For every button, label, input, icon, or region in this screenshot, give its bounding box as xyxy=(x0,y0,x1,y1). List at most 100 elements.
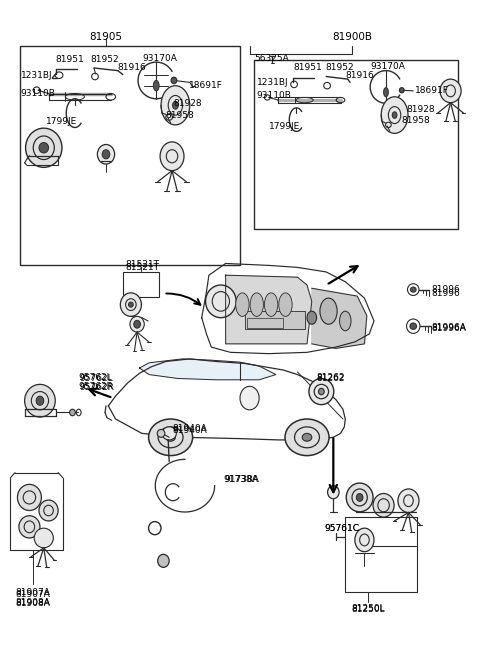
Ellipse shape xyxy=(149,419,192,456)
Ellipse shape xyxy=(134,320,141,328)
Text: 81907A: 81907A xyxy=(16,588,51,597)
Text: 81996: 81996 xyxy=(432,289,460,298)
Ellipse shape xyxy=(410,287,416,292)
Ellipse shape xyxy=(36,396,44,405)
Text: 81908A: 81908A xyxy=(16,598,51,607)
Ellipse shape xyxy=(302,434,312,441)
Ellipse shape xyxy=(172,102,178,109)
Ellipse shape xyxy=(279,293,292,316)
Ellipse shape xyxy=(264,293,278,316)
Ellipse shape xyxy=(154,81,159,91)
Ellipse shape xyxy=(129,302,133,307)
Ellipse shape xyxy=(250,293,264,316)
Text: 91738A: 91738A xyxy=(223,475,258,483)
Ellipse shape xyxy=(70,409,75,416)
Ellipse shape xyxy=(307,311,317,324)
Ellipse shape xyxy=(355,528,374,552)
Text: 81262: 81262 xyxy=(317,373,345,382)
Text: 81905: 81905 xyxy=(89,31,122,42)
Ellipse shape xyxy=(392,112,397,119)
Text: 95762R: 95762R xyxy=(80,383,115,392)
Ellipse shape xyxy=(34,528,53,548)
Text: 81958: 81958 xyxy=(402,117,431,126)
Text: 81521T: 81521T xyxy=(125,263,159,272)
Ellipse shape xyxy=(285,419,329,456)
Text: 1799JE: 1799JE xyxy=(269,122,300,131)
Text: 81521T: 81521T xyxy=(125,260,159,269)
Text: 81928: 81928 xyxy=(173,99,202,108)
Ellipse shape xyxy=(162,427,176,440)
Text: 95762L: 95762L xyxy=(79,373,112,382)
Ellipse shape xyxy=(410,323,417,329)
Text: 81951: 81951 xyxy=(56,55,84,64)
Text: 93170A: 93170A xyxy=(371,62,406,71)
Ellipse shape xyxy=(346,483,373,512)
Text: 81250L: 81250L xyxy=(351,605,385,614)
Text: 56325A: 56325A xyxy=(254,54,289,63)
Text: 18691F: 18691F xyxy=(189,81,223,90)
Ellipse shape xyxy=(205,285,236,318)
Ellipse shape xyxy=(19,515,40,538)
Ellipse shape xyxy=(39,500,58,521)
Ellipse shape xyxy=(120,293,142,316)
Ellipse shape xyxy=(166,434,175,441)
Ellipse shape xyxy=(373,493,394,517)
Polygon shape xyxy=(140,359,276,380)
Ellipse shape xyxy=(157,554,169,567)
Text: 81952: 81952 xyxy=(325,63,354,72)
Text: 81908A: 81908A xyxy=(16,599,51,608)
Text: 81996: 81996 xyxy=(432,285,460,294)
Ellipse shape xyxy=(102,150,110,159)
Text: 81951: 81951 xyxy=(294,63,323,72)
Text: 18691F: 18691F xyxy=(415,86,449,96)
Polygon shape xyxy=(312,288,367,348)
Ellipse shape xyxy=(17,484,41,510)
Text: 81996A: 81996A xyxy=(432,324,466,333)
Ellipse shape xyxy=(160,142,184,171)
Text: 95762R: 95762R xyxy=(79,382,114,391)
Ellipse shape xyxy=(356,493,363,501)
Ellipse shape xyxy=(240,386,259,410)
Ellipse shape xyxy=(39,143,48,153)
Text: 81262: 81262 xyxy=(317,374,345,383)
Text: 81916: 81916 xyxy=(117,63,146,72)
Ellipse shape xyxy=(161,86,190,125)
Ellipse shape xyxy=(399,88,404,93)
Ellipse shape xyxy=(339,311,351,331)
Ellipse shape xyxy=(319,388,324,395)
Text: 81928: 81928 xyxy=(407,105,435,115)
Text: 95761C: 95761C xyxy=(324,524,360,533)
Ellipse shape xyxy=(130,316,144,332)
Ellipse shape xyxy=(384,88,388,97)
Polygon shape xyxy=(226,275,312,344)
Ellipse shape xyxy=(236,293,249,316)
Text: 81907A: 81907A xyxy=(16,590,51,599)
Text: 1799JE: 1799JE xyxy=(46,117,77,126)
Ellipse shape xyxy=(440,79,461,103)
Ellipse shape xyxy=(381,97,408,134)
Ellipse shape xyxy=(24,384,55,417)
Text: 81916: 81916 xyxy=(345,71,374,81)
Text: 93110B: 93110B xyxy=(257,91,292,100)
Text: 81940A: 81940A xyxy=(172,424,207,434)
Text: 95762L: 95762L xyxy=(80,374,113,383)
Text: 81996A: 81996A xyxy=(432,323,466,332)
Ellipse shape xyxy=(97,145,115,164)
Ellipse shape xyxy=(171,77,177,84)
Ellipse shape xyxy=(157,430,165,438)
FancyBboxPatch shape xyxy=(245,311,305,329)
Text: 81900B: 81900B xyxy=(333,31,372,42)
Text: 1231BJ: 1231BJ xyxy=(21,71,52,81)
Ellipse shape xyxy=(320,298,337,324)
Ellipse shape xyxy=(327,485,339,498)
Text: 95761C: 95761C xyxy=(324,523,360,533)
Text: 93170A: 93170A xyxy=(142,54,177,63)
Ellipse shape xyxy=(398,489,419,512)
Text: 81940A: 81940A xyxy=(172,426,207,436)
Ellipse shape xyxy=(25,128,62,168)
Text: 81958: 81958 xyxy=(166,111,194,120)
Text: 81952: 81952 xyxy=(91,55,120,64)
Text: 1231BJ: 1231BJ xyxy=(257,78,288,87)
Text: 91738A: 91738A xyxy=(225,476,260,484)
Text: 93110B: 93110B xyxy=(21,89,56,98)
